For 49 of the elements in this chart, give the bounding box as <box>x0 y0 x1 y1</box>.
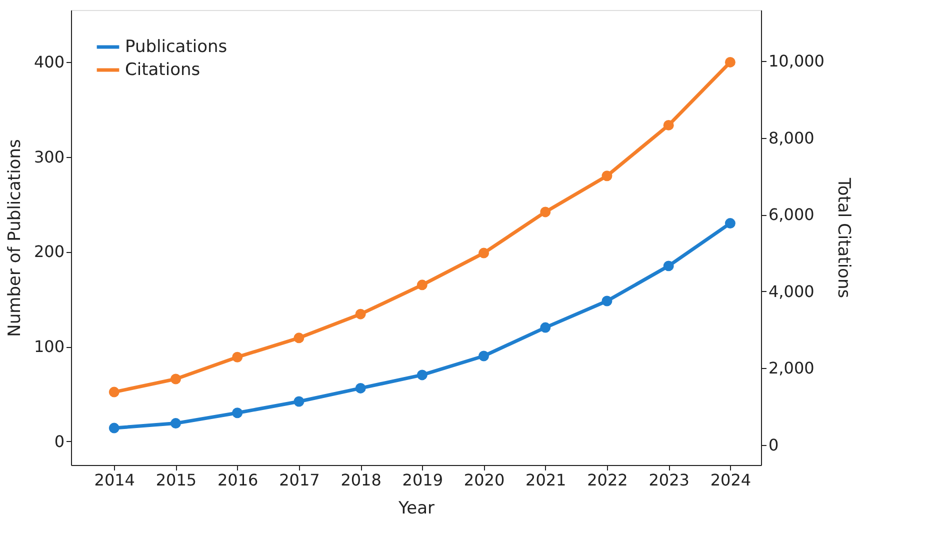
legend-label: Publications <box>125 37 228 57</box>
point <box>478 248 490 258</box>
x-tick-label: 2019 <box>402 470 444 490</box>
point <box>170 374 181 384</box>
y-tick-label: 100 <box>34 337 64 356</box>
y2-tick-label: 6,000 <box>768 205 814 224</box>
point <box>602 170 612 182</box>
point <box>294 396 304 407</box>
point <box>724 56 736 68</box>
x-tick-label: 2014 <box>94 470 135 490</box>
point <box>108 386 120 398</box>
point <box>602 296 612 306</box>
point <box>540 322 551 333</box>
y2-axis-title: Total Citations <box>833 176 854 298</box>
point <box>416 280 428 290</box>
point <box>724 218 736 229</box>
y-axis-title: Number of Publications <box>4 139 25 337</box>
point <box>663 120 674 130</box>
point <box>355 382 366 394</box>
y-tick-label: 0 <box>54 432 64 451</box>
y2-tick-label: 0 <box>768 436 779 455</box>
y-tick-label: 200 <box>34 242 64 262</box>
point <box>108 422 120 434</box>
point <box>232 408 243 418</box>
point <box>294 332 304 344</box>
y-tick-label: 400 <box>34 52 64 72</box>
point <box>355 308 366 320</box>
point <box>663 260 674 272</box>
y2-tick-label: 2,000 <box>768 358 814 378</box>
x-axis-title: Year <box>398 498 435 518</box>
point <box>170 418 181 429</box>
point <box>540 206 551 218</box>
x-tick-label: 2018 <box>340 470 382 490</box>
x-tick-label: 2023 <box>648 470 690 490</box>
legend-label: Citations <box>125 60 200 80</box>
y-tick-label: 300 <box>34 147 64 166</box>
x-tick-label: 2021 <box>526 470 566 490</box>
y2-tick-label: 4,000 <box>768 282 814 301</box>
point <box>478 350 490 362</box>
x-tick-label: 2022 <box>587 470 628 490</box>
x-tick-label: 2017 <box>279 470 320 490</box>
point <box>232 352 243 362</box>
point <box>416 370 428 380</box>
x-tick-label: 2020 <box>464 470 505 490</box>
x-tick-label: 2024 <box>710 470 752 490</box>
x-tick-label: 2016 <box>217 470 258 490</box>
y2-tick-label: 10,000 <box>768 52 824 71</box>
y2-tick-label: 8,000 <box>768 128 814 148</box>
x-tick-label: 2015 <box>156 470 197 490</box>
